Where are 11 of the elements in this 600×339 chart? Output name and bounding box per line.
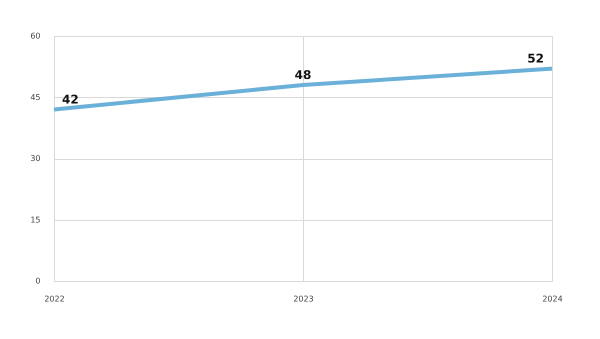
x-tick-label: 2023	[293, 294, 314, 304]
x-tick-label: 2022	[44, 294, 65, 304]
y-tick-label: 0	[35, 276, 40, 286]
data-label: 42	[62, 92, 79, 106]
y-tick-label: 45	[30, 92, 40, 102]
y-tick-label: 15	[30, 215, 40, 224]
x-tick-label: 2024	[542, 294, 563, 304]
y-tick-label: 60	[30, 32, 40, 40]
y-tick-label: 30	[30, 154, 40, 163]
data-label: 52	[527, 52, 544, 66]
data-label: 48	[294, 68, 312, 82]
